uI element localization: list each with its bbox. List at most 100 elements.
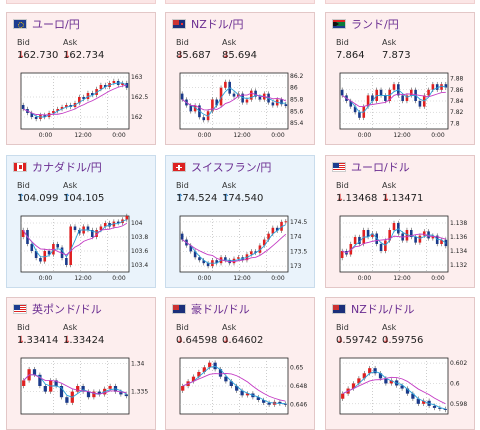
bid-label: Bid bbox=[336, 181, 349, 190]
candle bbox=[388, 230, 391, 241]
bid-label: Bid bbox=[176, 181, 189, 190]
currency-pair-name[interactable]: ユーロ/ドル bbox=[351, 161, 410, 174]
candle bbox=[241, 93, 244, 103]
candle bbox=[224, 257, 227, 261]
x-tick-label: 12:00 bbox=[233, 275, 250, 282]
y-tick-label: 0.65 bbox=[290, 364, 304, 371]
candle bbox=[86, 226, 90, 230]
gb-us-flag-icon bbox=[13, 304, 27, 314]
rate-card[interactable]: NZドル/円 Bid Ask ↓ 85.687 ↓ 85.694 86.2 86 85.8 85.6… bbox=[165, 12, 315, 145]
rate-card[interactable]: カナダドル/円 Bid Ask ↑ 104.099 ↑ 104.105 104 103.8 103… bbox=[6, 155, 156, 288]
rate-card[interactable]: 英ポンド/ドル Bid Ask ↓ 1.33414 ↓ 1.33424 1.34 1.335 bbox=[6, 297, 156, 430]
candlestick-chart[interactable]: 1.34 1.335 bbox=[13, 354, 149, 424]
bid-label: Bid bbox=[336, 323, 349, 332]
up-arrow-icon: ↑ bbox=[222, 193, 231, 204]
x-tick-label: 12:00 bbox=[74, 275, 91, 282]
candle bbox=[379, 244, 383, 251]
candlestick-chart[interactable]: 163 162.5 162 0:00 12:00 0:00 bbox=[13, 69, 149, 139]
candle bbox=[440, 239, 443, 244]
currency-pair-name[interactable]: NZドル/ドル bbox=[351, 303, 415, 316]
candle bbox=[349, 101, 353, 107]
candle bbox=[245, 99, 249, 103]
y-tick-label: 1.134 bbox=[450, 248, 467, 255]
candle bbox=[69, 226, 72, 265]
chart-plot-area bbox=[179, 72, 289, 130]
currency-pair-name[interactable]: 英ポンド/ドル bbox=[32, 303, 102, 316]
card-title[interactable]: ランド/円 bbox=[332, 16, 399, 32]
card-title[interactable]: 豪ドル/ドル bbox=[172, 301, 250, 317]
moving-average-long bbox=[181, 92, 287, 111]
candle bbox=[373, 368, 377, 374]
card-title[interactable]: スイスフラン/円 bbox=[172, 159, 271, 175]
candle bbox=[198, 257, 201, 261]
card-title[interactable]: ユーロ/円 bbox=[13, 16, 80, 32]
y-tick-label: 104 bbox=[131, 220, 143, 227]
candle bbox=[112, 81, 116, 83]
candle bbox=[235, 386, 239, 391]
candle bbox=[206, 263, 210, 267]
y-tick-label: 7.84 bbox=[450, 98, 464, 105]
rate-card[interactable]: スイスフラン/円 Bid Ask ↑ 174.524 ↑ 174.540 174.5 174 17… bbox=[165, 155, 315, 288]
rate-card[interactable]: ユーロ/円 Bid Ask ↓ 162.730 ↓ 162.734 163 162.5 162 0:… bbox=[6, 12, 156, 145]
currency-pair-name[interactable]: NZドル/円 bbox=[191, 18, 244, 31]
candle bbox=[181, 386, 185, 391]
x-tick-label: 0:00 bbox=[112, 275, 126, 282]
card-title[interactable]: NZドル/ドル bbox=[332, 301, 414, 317]
candle bbox=[440, 84, 443, 90]
candle bbox=[38, 374, 42, 386]
card-title[interactable]: カナダドル/円 bbox=[13, 159, 102, 175]
currency-pair-name[interactable]: カナダドル/円 bbox=[32, 161, 102, 174]
candlestick-chart[interactable]: 0.65 0.648 0.646 bbox=[172, 354, 308, 424]
y-tick-label: 0.6 bbox=[450, 380, 460, 387]
candle bbox=[435, 84, 439, 90]
moving-average-short bbox=[341, 228, 447, 254]
card-title[interactable]: ユーロ/ドル bbox=[332, 159, 410, 175]
x-tick-label: 0:00 bbox=[358, 275, 372, 282]
candle bbox=[416, 398, 420, 404]
rate-card[interactable]: ユーロ/ドル Bid Ask ↓ 1.13468 ↓ 1.13471 1.138 1.136 1.… bbox=[325, 155, 475, 288]
candle bbox=[189, 105, 193, 112]
candlestick-chart[interactable]: 174.5 174 173.5 173 0:00 12:00 0:00 bbox=[172, 212, 308, 282]
candle bbox=[39, 258, 42, 262]
candle bbox=[384, 95, 387, 101]
candle bbox=[254, 90, 257, 97]
card-title[interactable]: 英ポンド/ドル bbox=[13, 301, 102, 317]
candle bbox=[224, 81, 227, 88]
candle bbox=[262, 400, 266, 403]
candlestick-chart[interactable]: 1.138 1.136 1.134 1.132 0:00 12:00 0:00 bbox=[332, 212, 468, 282]
up-arrow-icon: ↑ bbox=[17, 193, 26, 204]
candle bbox=[249, 251, 253, 255]
currency-pair-name[interactable]: スイスフラン/円 bbox=[191, 161, 272, 174]
candle bbox=[60, 107, 64, 109]
candlestick-chart[interactable]: 0.602 0.6 0.598 bbox=[332, 354, 468, 424]
candle bbox=[378, 373, 383, 379]
candlestick-chart[interactable]: 86.2 86 85.8 85.6 85.4 0:00 12:00 0:00 bbox=[172, 69, 308, 139]
candle bbox=[400, 385, 404, 389]
down-arrow-icon: ↓ bbox=[176, 335, 185, 346]
candle bbox=[202, 367, 206, 372]
card-title[interactable]: NZドル/円 bbox=[172, 16, 243, 32]
currency-pair-name[interactable]: 豪ドル/ドル bbox=[191, 303, 250, 316]
candle bbox=[366, 95, 370, 107]
rate-card[interactable]: ランド/円 Bid Ask 7.864 7.873 7.88 7.86 7.84 7.82 7.8… bbox=[325, 12, 475, 145]
rate-card[interactable]: 豪ドル/ドル Bid Ask ↓ 0.64598 ↓ 0.64602 0.65 0.648 0.6… bbox=[165, 297, 315, 430]
candlestick-chart[interactable]: 7.88 7.86 7.84 7.82 7.8 0:00 12:00 0:00 bbox=[332, 69, 468, 139]
candle bbox=[262, 239, 266, 246]
candle bbox=[197, 372, 201, 377]
currency-pair-name[interactable]: ユーロ/円 bbox=[32, 18, 80, 31]
candle bbox=[392, 223, 396, 230]
down-arrow-icon: ↓ bbox=[382, 193, 391, 204]
moving-average-short bbox=[22, 82, 128, 118]
candle bbox=[30, 244, 34, 251]
y-tick-label: 103.6 bbox=[131, 248, 148, 255]
candlestick-chart[interactable]: 104 103.8 103.6 103.4 0:00 12:00 0:00 bbox=[13, 212, 149, 282]
x-tick-label: 12:00 bbox=[233, 132, 250, 139]
currency-pair-name[interactable]: ランド/円 bbox=[351, 18, 399, 31]
moving-average-short bbox=[22, 219, 128, 258]
candle bbox=[92, 391, 96, 398]
candle bbox=[43, 115, 47, 117]
moving-average-long bbox=[23, 374, 127, 395]
rate-card[interactable]: NZドル/ドル Bid Ask ↓ 0.59742 ↓ 0.59756 0.602 0.6 0.5… bbox=[325, 297, 475, 430]
ask-label: Ask bbox=[382, 38, 397, 47]
candle bbox=[357, 378, 361, 384]
